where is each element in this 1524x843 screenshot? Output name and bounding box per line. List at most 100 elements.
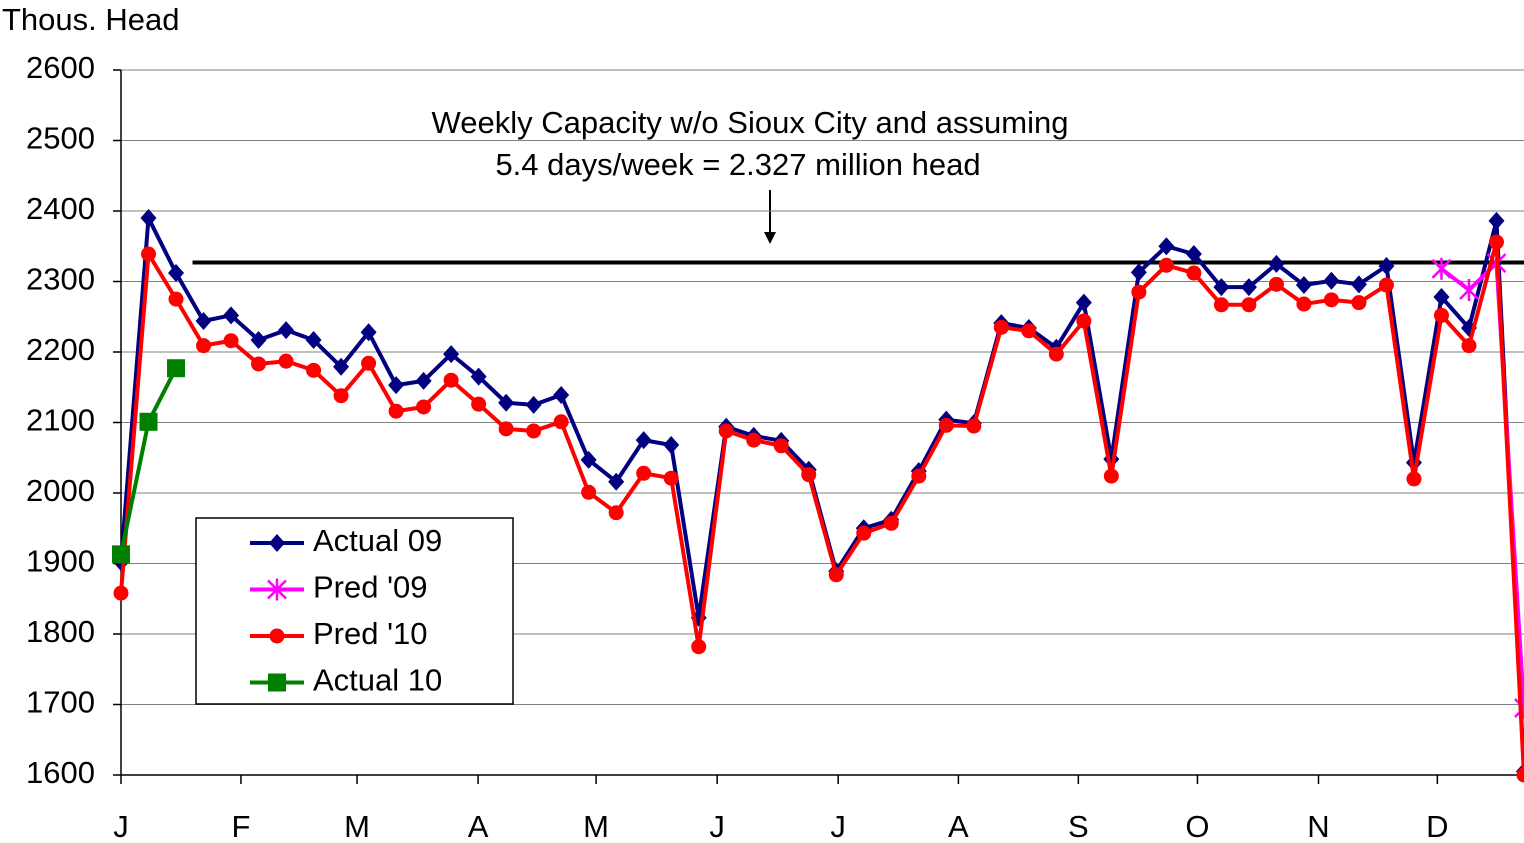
data-point xyxy=(553,386,570,405)
data-point xyxy=(360,323,377,342)
legend-label: Actual 09 xyxy=(313,523,442,558)
data-point xyxy=(112,545,130,564)
x-tick-label: J xyxy=(709,809,725,843)
data-point xyxy=(139,412,158,431)
y-tick-label: 2100 xyxy=(26,403,95,438)
data-point xyxy=(525,395,542,414)
data-point xyxy=(1323,271,1340,290)
data-point xyxy=(1431,257,1452,280)
data-point xyxy=(361,355,377,371)
data-point xyxy=(471,396,487,412)
data-point xyxy=(608,472,625,491)
data-point xyxy=(415,371,432,390)
legend-marker xyxy=(268,673,286,692)
data-point xyxy=(416,399,432,415)
data-point xyxy=(581,484,597,500)
y-tick-label: 2000 xyxy=(26,473,95,508)
x-tick-label: A xyxy=(468,809,489,843)
y-tick-label: 2600 xyxy=(26,50,95,85)
data-point xyxy=(306,362,322,378)
data-point xyxy=(1130,263,1147,282)
y-tick-label: 2300 xyxy=(26,262,95,297)
data-point xyxy=(1295,276,1312,295)
y-tick-label: 2200 xyxy=(26,332,95,367)
data-point xyxy=(278,321,295,340)
data-point xyxy=(718,423,734,439)
data-point xyxy=(333,357,350,376)
data-point xyxy=(1378,256,1395,275)
data-point xyxy=(526,423,542,439)
data-point xyxy=(1268,254,1285,273)
data-point xyxy=(1213,278,1230,297)
annotation: Weekly Capacity w/o Sioux City and assum… xyxy=(432,105,1069,140)
data-point xyxy=(938,417,954,433)
data-point xyxy=(828,567,844,583)
x-tick-label: O xyxy=(1185,809,1209,843)
data-point xyxy=(1048,346,1064,362)
legend-marker xyxy=(269,534,285,552)
data-point xyxy=(1158,257,1174,273)
data-point xyxy=(1351,295,1367,311)
x-tick-label: M xyxy=(344,809,370,843)
data-point xyxy=(251,356,267,372)
data-point xyxy=(691,639,707,655)
data-point xyxy=(801,467,817,483)
data-point xyxy=(1378,277,1394,293)
data-point xyxy=(113,585,129,601)
data-point xyxy=(1406,471,1422,487)
data-point xyxy=(580,450,597,469)
x-tick-label: M xyxy=(583,809,609,843)
legend-marker xyxy=(269,628,285,644)
data-point xyxy=(1488,234,1504,250)
data-point xyxy=(278,353,294,369)
data-point xyxy=(1241,297,1257,313)
data-point xyxy=(553,414,569,430)
data-point xyxy=(305,331,322,350)
data-point xyxy=(663,436,680,455)
data-point xyxy=(1514,697,1524,720)
data-point xyxy=(443,372,459,388)
data-point xyxy=(773,438,789,454)
y-axis-label: Thous. Head xyxy=(2,2,180,37)
data-point xyxy=(966,418,982,434)
data-point xyxy=(746,432,762,448)
data-point xyxy=(388,403,404,419)
legend-marker xyxy=(267,578,287,601)
x-tick-label: J xyxy=(830,809,846,843)
x-tick-label: A xyxy=(948,809,969,843)
data-point xyxy=(388,376,405,395)
legend-label: Pred '09 xyxy=(313,570,428,605)
data-point xyxy=(1103,468,1119,484)
data-point xyxy=(1076,313,1092,329)
y-tick-label: 2400 xyxy=(26,191,95,226)
data-point xyxy=(1185,245,1202,264)
data-point xyxy=(140,209,157,228)
data-point xyxy=(196,338,212,354)
data-point xyxy=(635,431,652,450)
data-point xyxy=(443,345,460,364)
data-point xyxy=(223,306,240,325)
data-point xyxy=(663,470,679,486)
data-point xyxy=(498,421,514,437)
data-point xyxy=(1075,293,1092,312)
x-tick-label: J xyxy=(113,809,129,843)
data-point xyxy=(1459,278,1479,301)
data-point xyxy=(223,333,239,349)
data-point xyxy=(1433,307,1449,323)
annotation: 5.4 days/week = 2.327 million head xyxy=(495,147,980,182)
x-tick-label: D xyxy=(1426,809,1448,843)
data-point xyxy=(1213,297,1229,313)
data-point xyxy=(883,515,899,531)
data-point xyxy=(1186,265,1202,281)
data-point xyxy=(636,465,652,481)
data-point xyxy=(1268,276,1284,292)
x-tick-label: F xyxy=(231,809,250,843)
y-tick-label: 1800 xyxy=(26,614,95,649)
data-point xyxy=(195,311,212,330)
y-tick-label: 1600 xyxy=(26,755,95,790)
legend: Actual 09 Pred '09 Pred '10 Actual 10 xyxy=(195,517,514,705)
data-point xyxy=(1131,284,1147,300)
data-point xyxy=(1433,288,1450,307)
